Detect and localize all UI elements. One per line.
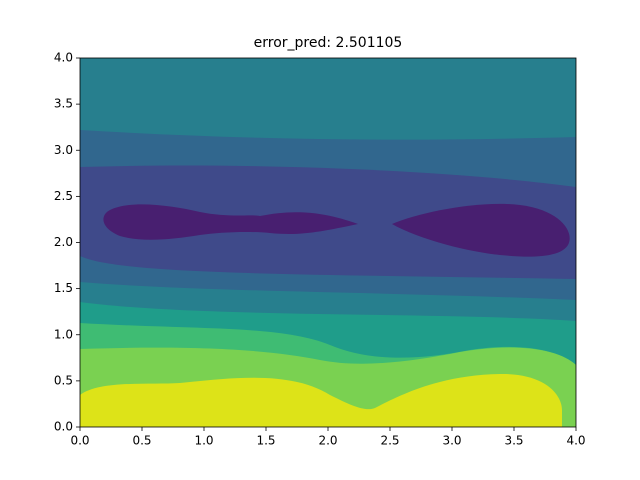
x-tick-label: 3.5 (504, 434, 523, 448)
x-tick-label: 0.5 (132, 434, 151, 448)
x-tick-label: 1.0 (194, 434, 213, 448)
y-tick-label: 3.0 (54, 143, 73, 157)
y-tick-label: 1.5 (54, 281, 73, 295)
y-tick-label: 0.5 (54, 373, 73, 387)
contour-fill (80, 58, 576, 427)
x-tick-label: 4.0 (566, 434, 585, 448)
x-tick-label: 2.5 (380, 434, 399, 448)
chart-title: error_pred: 2.501105 (254, 35, 403, 51)
y-tick-label: 2.5 (54, 189, 73, 203)
y-tick-label: 3.5 (54, 97, 73, 111)
y-tick-label: 4.0 (54, 51, 73, 65)
x-tick-label: 2.0 (318, 434, 337, 448)
contour-region (103, 204, 358, 240)
x-tick-label: 3.0 (442, 434, 461, 448)
y-tick-label: 2.0 (54, 235, 73, 249)
x-tick-label: 0.0 (70, 434, 89, 448)
y-tick-label: 0.0 (54, 420, 73, 434)
contour-region (392, 203, 570, 257)
contour-region (80, 373, 562, 427)
x-tick-label: 1.5 (256, 434, 275, 448)
y-tick-label: 1.0 (54, 327, 73, 341)
